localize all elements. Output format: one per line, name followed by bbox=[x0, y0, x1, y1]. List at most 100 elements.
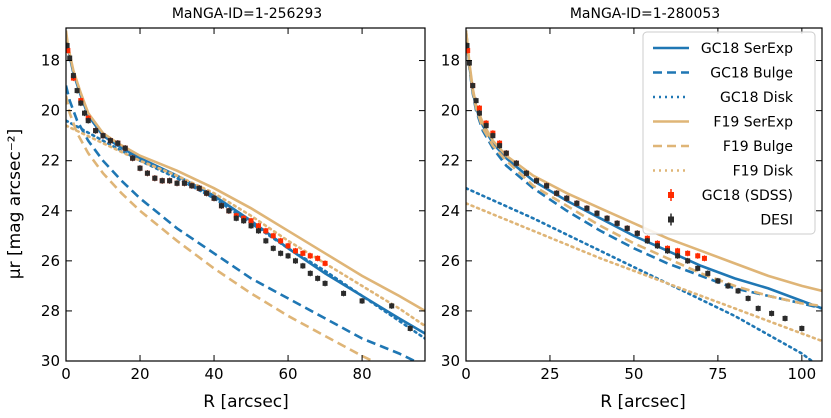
point-gc18-sdss- bbox=[476, 105, 482, 111]
point-desi bbox=[614, 220, 620, 226]
point-desi bbox=[322, 280, 328, 286]
point-gc18-sdss- bbox=[322, 260, 328, 266]
y-tick-label: 30 bbox=[441, 352, 460, 370]
y-tick-label: 26 bbox=[41, 252, 60, 270]
point-desi bbox=[226, 208, 232, 214]
left-panel-title: MaNGA-ID=1-256293 bbox=[172, 6, 322, 22]
point-desi bbox=[241, 218, 247, 224]
y-tick-label: 28 bbox=[441, 302, 460, 320]
point-gc18-sdss- bbox=[292, 248, 298, 254]
point-desi bbox=[66, 43, 70, 49]
point-desi bbox=[782, 315, 788, 321]
y-tick-label: 22 bbox=[441, 152, 460, 170]
point-desi bbox=[78, 100, 84, 106]
point-desi bbox=[604, 215, 610, 221]
point-desi bbox=[490, 133, 496, 139]
point-gc18-sdss- bbox=[248, 218, 254, 224]
right-panel: MaNGA-ID=1-280053 R [arcsec] 0 25 50 75 100 1… bbox=[441, 6, 823, 412]
point-desi bbox=[74, 88, 80, 94]
legend-swatch-gc18-sdss- bbox=[668, 192, 674, 198]
point-desi bbox=[675, 253, 681, 259]
left-x-axis-label: R [arcsec] bbox=[203, 392, 289, 412]
point-desi bbox=[574, 200, 580, 206]
point-gc18-sdss- bbox=[685, 250, 691, 256]
y-tick-label: 30 bbox=[41, 352, 60, 370]
point-gc18-sdss- bbox=[300, 250, 306, 256]
x-tick-label: 20 bbox=[130, 365, 149, 383]
point-desi bbox=[233, 215, 239, 221]
point-gc18-sdss- bbox=[263, 228, 269, 234]
point-desi bbox=[115, 140, 121, 146]
point-desi bbox=[483, 123, 489, 129]
legend-box bbox=[642, 31, 816, 235]
point-desi bbox=[270, 245, 276, 251]
point-desi bbox=[255, 228, 261, 234]
right-x-axis-label: R [arcsec] bbox=[600, 392, 686, 412]
y-tick-label: 22 bbox=[41, 152, 60, 170]
point-desi bbox=[665, 248, 671, 254]
point-desi bbox=[705, 270, 711, 276]
point-desi bbox=[218, 203, 224, 209]
point-desi bbox=[144, 170, 150, 176]
y-tick-label: 28 bbox=[41, 302, 60, 320]
legend-swatch-desi bbox=[668, 216, 674, 223]
point-desi bbox=[470, 83, 476, 89]
legend-label-desi: DESI bbox=[760, 213, 793, 229]
legend-label-f19-disk: F19 Disk bbox=[733, 164, 794, 180]
series-f19-bulge-line bbox=[66, 95, 376, 361]
right-panel-title: MaNGA-ID=1-280053 bbox=[570, 6, 720, 22]
y-tick-label: 20 bbox=[41, 102, 60, 120]
point-desi bbox=[654, 243, 660, 249]
series-f19-serexp-line bbox=[66, 30, 425, 313]
x-tick-label: 80 bbox=[353, 365, 372, 383]
x-tick-label: 60 bbox=[279, 365, 298, 383]
y-tick-label: 20 bbox=[441, 102, 460, 120]
x-tick-label: 25 bbox=[540, 365, 559, 383]
series-gc18-bulge-line bbox=[66, 85, 418, 361]
point-desi bbox=[174, 180, 180, 186]
point-desi bbox=[159, 178, 165, 184]
legend-label-gc18-serexp: GC18 SerExp bbox=[701, 41, 793, 57]
point-gc18-sdss- bbox=[701, 255, 707, 261]
point-desi bbox=[513, 160, 519, 166]
point-desi bbox=[67, 55, 73, 61]
left-panel: MaNGA-ID=1-256293 R [arcsec] μr [mag arc… bbox=[5, 6, 426, 412]
point-desi bbox=[594, 210, 600, 216]
point-desi bbox=[263, 238, 269, 244]
point-desi bbox=[181, 180, 187, 186]
legend: GC18 SerExp GC18 Bulge GC18 Disk F19 SerExp… bbox=[642, 31, 816, 235]
legend-label-gc18-sdss-: GC18 (SDSS) bbox=[702, 188, 793, 204]
point-gc18-sdss- bbox=[315, 255, 321, 261]
point-desi bbox=[466, 60, 472, 66]
point-gc18-sdss- bbox=[695, 253, 701, 259]
point-desi bbox=[85, 118, 91, 124]
point-gc18-sdss- bbox=[285, 243, 291, 249]
point-desi bbox=[70, 73, 76, 79]
point-desi bbox=[584, 205, 590, 211]
plot-frame bbox=[465, 27, 823, 362]
x-tick-label: 0 bbox=[461, 365, 471, 383]
point-desi bbox=[554, 190, 560, 196]
point-gc18-sdss- bbox=[278, 238, 284, 244]
point-desi bbox=[196, 185, 202, 191]
point-desi bbox=[769, 310, 775, 316]
y-tick-label: 18 bbox=[41, 52, 60, 70]
point-desi bbox=[644, 238, 650, 244]
point-desi bbox=[315, 275, 321, 281]
point-desi bbox=[745, 295, 751, 301]
point-desi bbox=[755, 305, 761, 311]
point-desi bbox=[285, 253, 291, 259]
x-tick-label: 0 bbox=[61, 365, 71, 383]
point-desi bbox=[122, 145, 128, 151]
point-desi bbox=[100, 133, 106, 139]
point-desi bbox=[292, 258, 298, 264]
point-desi bbox=[685, 258, 691, 264]
point-desi bbox=[204, 190, 210, 196]
legend-label-gc18-disk: GC18 Disk bbox=[720, 90, 794, 106]
plot-area-right bbox=[466, 30, 822, 361]
point-gc18-sdss- bbox=[255, 223, 261, 229]
plot-area-left bbox=[66, 30, 425, 361]
point-desi bbox=[564, 195, 570, 201]
point-desi bbox=[695, 265, 701, 271]
point-desi bbox=[359, 298, 365, 304]
